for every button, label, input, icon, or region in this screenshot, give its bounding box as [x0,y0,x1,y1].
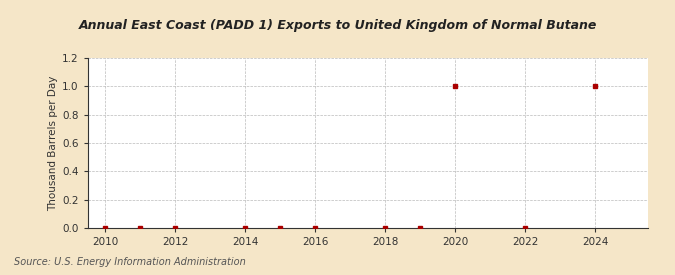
Y-axis label: Thousand Barrels per Day: Thousand Barrels per Day [48,75,58,211]
Text: Annual East Coast (PADD 1) Exports to United Kingdom of Normal Butane: Annual East Coast (PADD 1) Exports to Un… [78,19,597,32]
Text: Source: U.S. Energy Information Administration: Source: U.S. Energy Information Administ… [14,257,245,267]
